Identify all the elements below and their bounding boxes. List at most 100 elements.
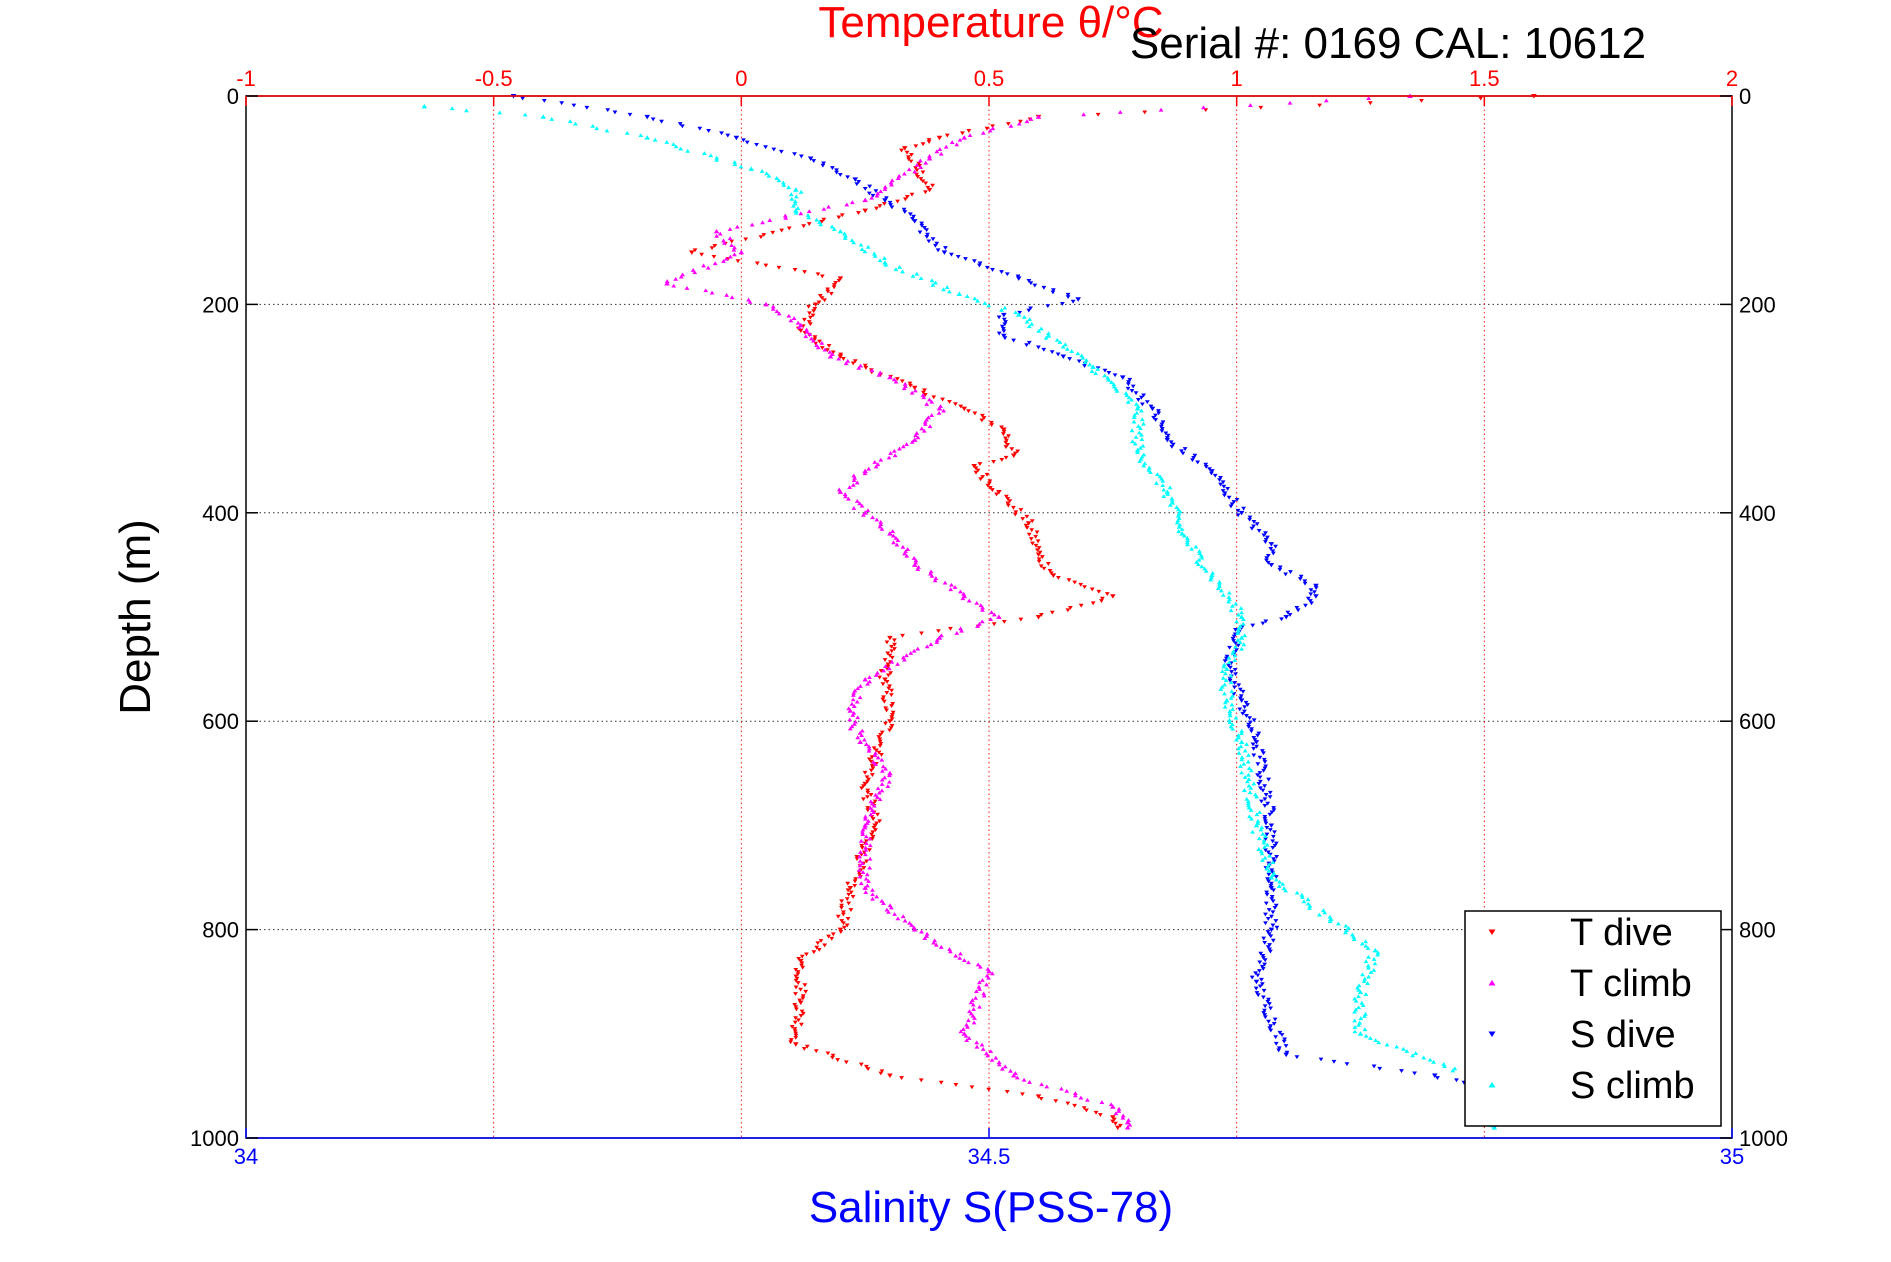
data-point <box>743 237 749 242</box>
data-point <box>937 147 943 151</box>
data-point <box>924 934 930 938</box>
data-point <box>1003 494 1009 499</box>
legend-box <box>1464 910 1722 1127</box>
data-point <box>794 976 800 981</box>
data-point <box>1331 1059 1337 1064</box>
data-point <box>793 1033 799 1038</box>
data-point <box>863 742 869 746</box>
data-point <box>1263 619 1269 624</box>
data-point <box>889 649 895 654</box>
data-point <box>1255 762 1261 767</box>
data-point <box>888 451 893 455</box>
data-point <box>843 361 849 366</box>
data-point <box>839 903 845 908</box>
data-point <box>961 135 968 140</box>
data-point <box>1421 1055 1427 1060</box>
data-point <box>1038 326 1044 331</box>
data-point <box>1282 1037 1288 1042</box>
data-point <box>1155 472 1160 477</box>
data-point <box>1217 581 1222 586</box>
data-point <box>1036 328 1042 333</box>
data-point <box>1136 430 1142 435</box>
data-point <box>1167 502 1173 507</box>
data-point <box>871 825 877 830</box>
data-point <box>923 181 929 186</box>
data-point <box>1102 368 1108 373</box>
data-point <box>677 122 683 126</box>
data-point <box>862 471 868 476</box>
data-point <box>1412 1071 1417 1076</box>
data-point <box>1268 542 1275 547</box>
data-point <box>778 149 784 154</box>
data-point <box>798 211 804 216</box>
data-point <box>1221 484 1227 489</box>
data-point <box>1239 755 1245 760</box>
data-point <box>1002 336 1008 341</box>
data-point <box>1343 930 1348 935</box>
data-point <box>1265 535 1270 540</box>
data-point <box>1235 628 1241 633</box>
data-point <box>1230 726 1236 731</box>
data-point <box>774 309 780 314</box>
data-point <box>1255 973 1261 978</box>
data-point <box>862 825 868 830</box>
data-point <box>449 106 455 111</box>
data-point <box>944 133 950 138</box>
data-point <box>844 897 850 902</box>
data-point <box>807 156 814 162</box>
data-point <box>879 781 885 786</box>
data-point <box>803 334 809 339</box>
data-point <box>926 239 932 244</box>
data-point <box>1044 1084 1050 1089</box>
data-point <box>1363 992 1369 996</box>
data-point <box>828 291 834 296</box>
data-point <box>912 169 918 174</box>
data-point <box>829 352 835 356</box>
data-point <box>854 182 860 187</box>
data-point <box>1196 557 1202 562</box>
data-point <box>1023 523 1029 528</box>
data-point <box>863 852 868 857</box>
x-axis-label-salinity: Salinity S(PSS-78) <box>809 1183 1173 1232</box>
data-point <box>689 250 695 255</box>
data-point <box>1271 859 1277 864</box>
data-point <box>854 480 860 485</box>
data-point <box>866 746 872 751</box>
data-point <box>1236 683 1242 688</box>
data-point <box>540 114 546 119</box>
data-point <box>1026 532 1032 537</box>
data-point <box>1363 943 1369 948</box>
data-point <box>868 812 874 817</box>
data-point <box>815 941 821 946</box>
data-point <box>1256 847 1262 851</box>
data-point <box>421 103 428 109</box>
data-point <box>1288 570 1293 575</box>
data-point <box>1377 1066 1383 1071</box>
data-point <box>943 246 948 250</box>
data-point <box>1030 541 1035 546</box>
data-point <box>875 191 881 196</box>
data-point <box>985 483 991 488</box>
data-point <box>1165 433 1171 438</box>
data-point <box>1028 116 1034 121</box>
data-point <box>814 217 820 222</box>
data-point <box>1238 510 1245 516</box>
data-point <box>1268 874 1275 880</box>
data-point <box>972 1016 977 1020</box>
data-point <box>1368 970 1374 975</box>
data-point <box>1035 114 1042 119</box>
data-point <box>1225 486 1231 491</box>
data-point <box>862 816 868 821</box>
data-point <box>1257 775 1263 780</box>
data-point <box>1182 447 1188 451</box>
data-point <box>798 154 804 159</box>
data-point <box>1265 553 1271 558</box>
data-point <box>887 1073 893 1078</box>
data-point <box>872 753 878 758</box>
data-point <box>892 647 897 651</box>
data-point <box>1242 705 1247 710</box>
data-point <box>1197 549 1202 553</box>
data-point <box>875 786 881 791</box>
data-point <box>1000 327 1006 331</box>
data-point <box>1219 669 1225 674</box>
